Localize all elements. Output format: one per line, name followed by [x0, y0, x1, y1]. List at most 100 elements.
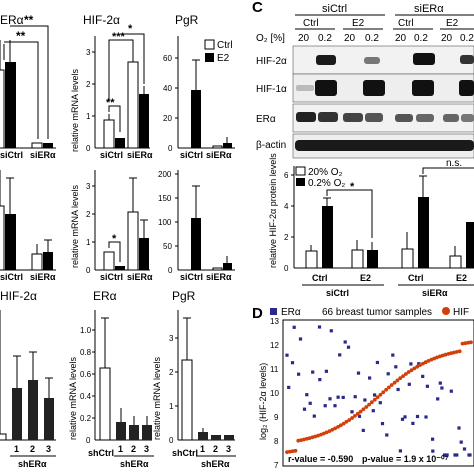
chart-title: PgR: [175, 13, 199, 27]
stats-r: r-value = -0.590: [288, 454, 353, 464]
era-point: [391, 353, 395, 357]
hif-point: [409, 368, 414, 373]
legend-swatch-hif: [442, 307, 450, 315]
hif-point: [392, 380, 397, 385]
y-tick-label: 3: [86, 182, 91, 191]
bar-ctrl-sierα: [31, 253, 43, 271]
panel-a-mid-pgr: 200 150 100 50 0 siCtrl siERα: [158, 170, 235, 282]
hif-point: [466, 340, 471, 345]
y-tick-label: 6: [284, 171, 289, 180]
significance: **: [16, 29, 26, 43]
bar-e2-sictrl: [115, 266, 125, 270]
hif-point: [361, 407, 366, 412]
era-point: [343, 340, 347, 344]
era-point: [346, 345, 351, 349]
y-tick-label: 10: [270, 389, 279, 398]
y-tick-label: 9: [274, 413, 279, 422]
y-tick-label: 0: [169, 436, 174, 445]
y-tick-label: 7: [274, 461, 279, 470]
y-axis-label: relative mRNA levels: [70, 68, 80, 152]
y-tick-label: 2: [284, 233, 289, 242]
hif-point: [378, 392, 383, 397]
era-point: [440, 386, 444, 390]
panel-letter: D: [252, 305, 263, 322]
hif-point: [463, 341, 468, 346]
hif-point: [406, 370, 411, 374]
hif-point: [384, 387, 388, 392]
group-label: siCtrl: [100, 150, 123, 160]
bar-ctrl-sierα: [212, 145, 223, 149]
bar-20-sierα-ctrl: [401, 248, 414, 269]
y-tick-label: 13: [270, 317, 279, 326]
x-group: siERα: [422, 288, 448, 298]
y-tick-label: 0: [86, 144, 91, 153]
hif-point: [353, 414, 357, 418]
panel-a-top-pgr: PgR 60 40 20 0 siCtrl siERα Ctrl E2: [163, 13, 235, 160]
era-point: [445, 453, 449, 457]
era-point: [317, 325, 322, 329]
era-point: [407, 382, 411, 386]
scatter-era-points: [285, 325, 472, 457]
era-point: [350, 410, 354, 414]
hif-point: [435, 355, 439, 360]
control-label: shCtrl: [172, 448, 198, 458]
x-treatment: Ctrl: [312, 273, 328, 283]
era-point: [324, 369, 328, 373]
group-label: siERα: [30, 272, 56, 282]
era-point: [361, 428, 365, 432]
hif-point: [341, 421, 346, 426]
era-point: [436, 397, 440, 401]
blot-label: HIF-1α: [256, 84, 287, 95]
bar-number: 2: [131, 444, 136, 454]
hif-point: [347, 418, 352, 422]
significance: ***: [112, 31, 126, 43]
y-axis-label: relative mRNA levels: [70, 184, 80, 268]
hif-point: [415, 364, 420, 369]
group-label: shERα: [18, 459, 47, 469]
hif-point: [330, 427, 335, 432]
significance: *: [350, 181, 355, 193]
stats-p: p-value = 1.9 x 10⁻⁰⁷: [362, 454, 449, 464]
significance: *: [112, 233, 117, 245]
era-point: [455, 453, 459, 457]
y-tick-label: 0.4: [80, 392, 92, 401]
hif-point: [398, 376, 403, 381]
blot-label: ERα: [256, 114, 276, 125]
era-point: [403, 415, 407, 419]
hif-point: [350, 416, 354, 420]
legend-label: HIF: [453, 307, 469, 318]
y-tick-label: 0.8: [80, 348, 92, 357]
x-treatment: E2: [360, 273, 371, 283]
era-point: [453, 453, 457, 457]
y-tick-label: 2: [169, 368, 174, 377]
era-point: [371, 409, 375, 413]
x-treatment: Ctrl: [408, 273, 424, 283]
bar-sh1: [116, 422, 126, 440]
y-tick-label: 100: [158, 218, 172, 227]
o2-value: 20: [344, 33, 356, 44]
chart-title: HIF-2α: [0, 289, 37, 303]
era-point: [285, 353, 289, 357]
hif-point: [469, 340, 473, 345]
x-treatment: E2: [456, 273, 467, 283]
y-tick-label: 4: [284, 202, 289, 211]
legend-label: 0.2% O₂: [308, 178, 345, 189]
hif-point: [344, 419, 349, 424]
chart-title: ERα: [93, 289, 117, 303]
group-label: siERα: [206, 150, 232, 160]
era-point: [409, 362, 413, 366]
control-label: shCtrl: [88, 448, 114, 458]
era-point: [378, 401, 382, 405]
era-point: [385, 433, 389, 437]
significance: **: [24, 13, 34, 27]
hif-point: [287, 449, 292, 454]
panel-b-era: ERα relative mRNA levels 1.0 0.8 0.6 0.4…: [68, 289, 154, 469]
bar-number: 3: [144, 444, 149, 454]
legend-swatch-era: [270, 308, 277, 315]
bar-e2-sictrl: [5, 214, 16, 270]
y-tick-label: 12: [270, 341, 279, 350]
era-point: [396, 387, 400, 392]
chart-title: PgR: [172, 289, 196, 303]
hif-point: [426, 359, 431, 363]
